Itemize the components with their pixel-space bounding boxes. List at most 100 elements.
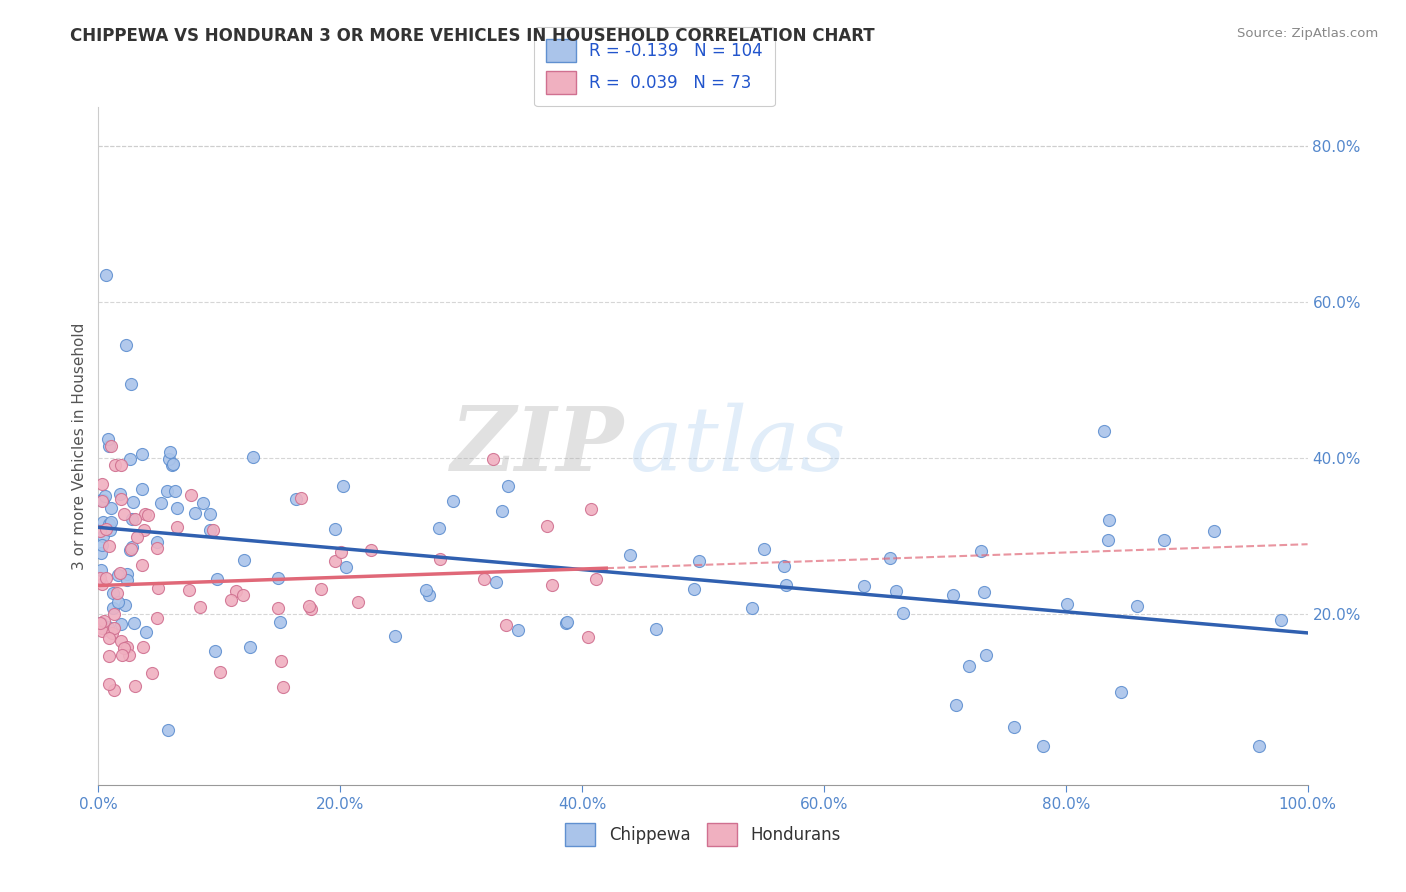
Point — [90, 616, 112, 631]
Point — [205, 573, 228, 587]
Point — [1270, 613, 1292, 627]
Point — [682, 582, 704, 597]
Point — [107, 595, 129, 609]
Point — [688, 553, 710, 567]
Point — [110, 616, 132, 631]
Point — [208, 665, 231, 680]
Point — [191, 496, 214, 510]
Point — [146, 582, 169, 596]
Point — [942, 588, 965, 602]
Point — [91, 493, 114, 508]
Point — [242, 450, 264, 465]
Point — [124, 512, 146, 526]
Point — [96, 571, 118, 585]
Point — [233, 553, 256, 567]
Point — [157, 723, 180, 738]
Point — [645, 622, 668, 636]
Point — [100, 626, 122, 640]
Point — [576, 630, 599, 644]
Point — [484, 574, 506, 589]
Point — [121, 376, 143, 391]
Point — [112, 508, 135, 522]
Point — [184, 506, 207, 520]
Point — [97, 432, 120, 446]
Point — [120, 541, 142, 556]
Point — [94, 489, 117, 503]
Point — [162, 458, 184, 472]
Point — [976, 648, 998, 663]
Point — [741, 601, 763, 615]
Point — [285, 492, 308, 507]
Point — [104, 458, 127, 473]
Point — [98, 440, 121, 454]
Point — [96, 522, 118, 536]
Point — [111, 648, 134, 663]
Text: CHIPPEWA VS HONDURAN 3 OR MORE VEHICLES IN HOUSEHOLD CORRELATION CHART: CHIPPEWA VS HONDURAN 3 OR MORE VEHICLES … — [70, 27, 875, 45]
Point — [89, 571, 111, 585]
Point — [100, 501, 122, 516]
Point — [134, 508, 156, 522]
Point — [114, 598, 136, 612]
Point — [96, 268, 118, 282]
Point — [360, 542, 382, 557]
Point — [1097, 533, 1119, 548]
Point — [418, 588, 440, 602]
Point — [496, 479, 519, 493]
Point — [89, 615, 111, 630]
Point — [179, 582, 201, 597]
Point — [232, 588, 254, 602]
Point — [347, 595, 370, 609]
Point — [1032, 739, 1054, 753]
Point — [90, 538, 112, 552]
Point — [1098, 513, 1121, 527]
Point — [115, 567, 138, 582]
Point — [93, 615, 115, 629]
Point — [91, 492, 114, 507]
Point — [619, 548, 641, 562]
Point — [90, 563, 112, 577]
Point — [332, 479, 354, 493]
Point — [415, 582, 437, 597]
Point — [879, 551, 901, 566]
Point — [773, 558, 796, 573]
Point — [103, 682, 125, 697]
Point — [162, 458, 184, 472]
Text: atlas: atlas — [630, 402, 846, 490]
Point — [945, 698, 967, 713]
Point — [100, 515, 122, 529]
Point — [121, 495, 143, 509]
Point — [1202, 524, 1225, 538]
Point — [973, 585, 995, 599]
Point — [156, 483, 179, 498]
Point — [91, 624, 114, 639]
Point — [114, 337, 136, 351]
Point — [131, 482, 153, 496]
Point — [429, 552, 451, 566]
Point — [145, 534, 167, 549]
Point — [117, 573, 139, 587]
Point — [91, 516, 114, 530]
Point — [90, 546, 112, 560]
Point — [159, 445, 181, 459]
Point — [298, 599, 321, 613]
Point — [91, 529, 114, 543]
Point — [89, 524, 111, 539]
Point — [541, 578, 564, 592]
Point — [204, 644, 226, 658]
Point — [131, 447, 153, 461]
Point — [200, 508, 222, 522]
Point — [970, 544, 993, 558]
Point — [1056, 597, 1078, 611]
Point — [132, 523, 155, 537]
Point — [555, 615, 578, 629]
Point — [90, 621, 112, 635]
Point — [110, 634, 132, 648]
Point — [146, 541, 169, 555]
Point — [506, 623, 529, 637]
Point — [472, 572, 495, 586]
Point — [97, 649, 120, 664]
Point — [90, 492, 112, 507]
Point — [124, 680, 146, 694]
Point — [90, 577, 112, 591]
Point — [335, 560, 357, 574]
